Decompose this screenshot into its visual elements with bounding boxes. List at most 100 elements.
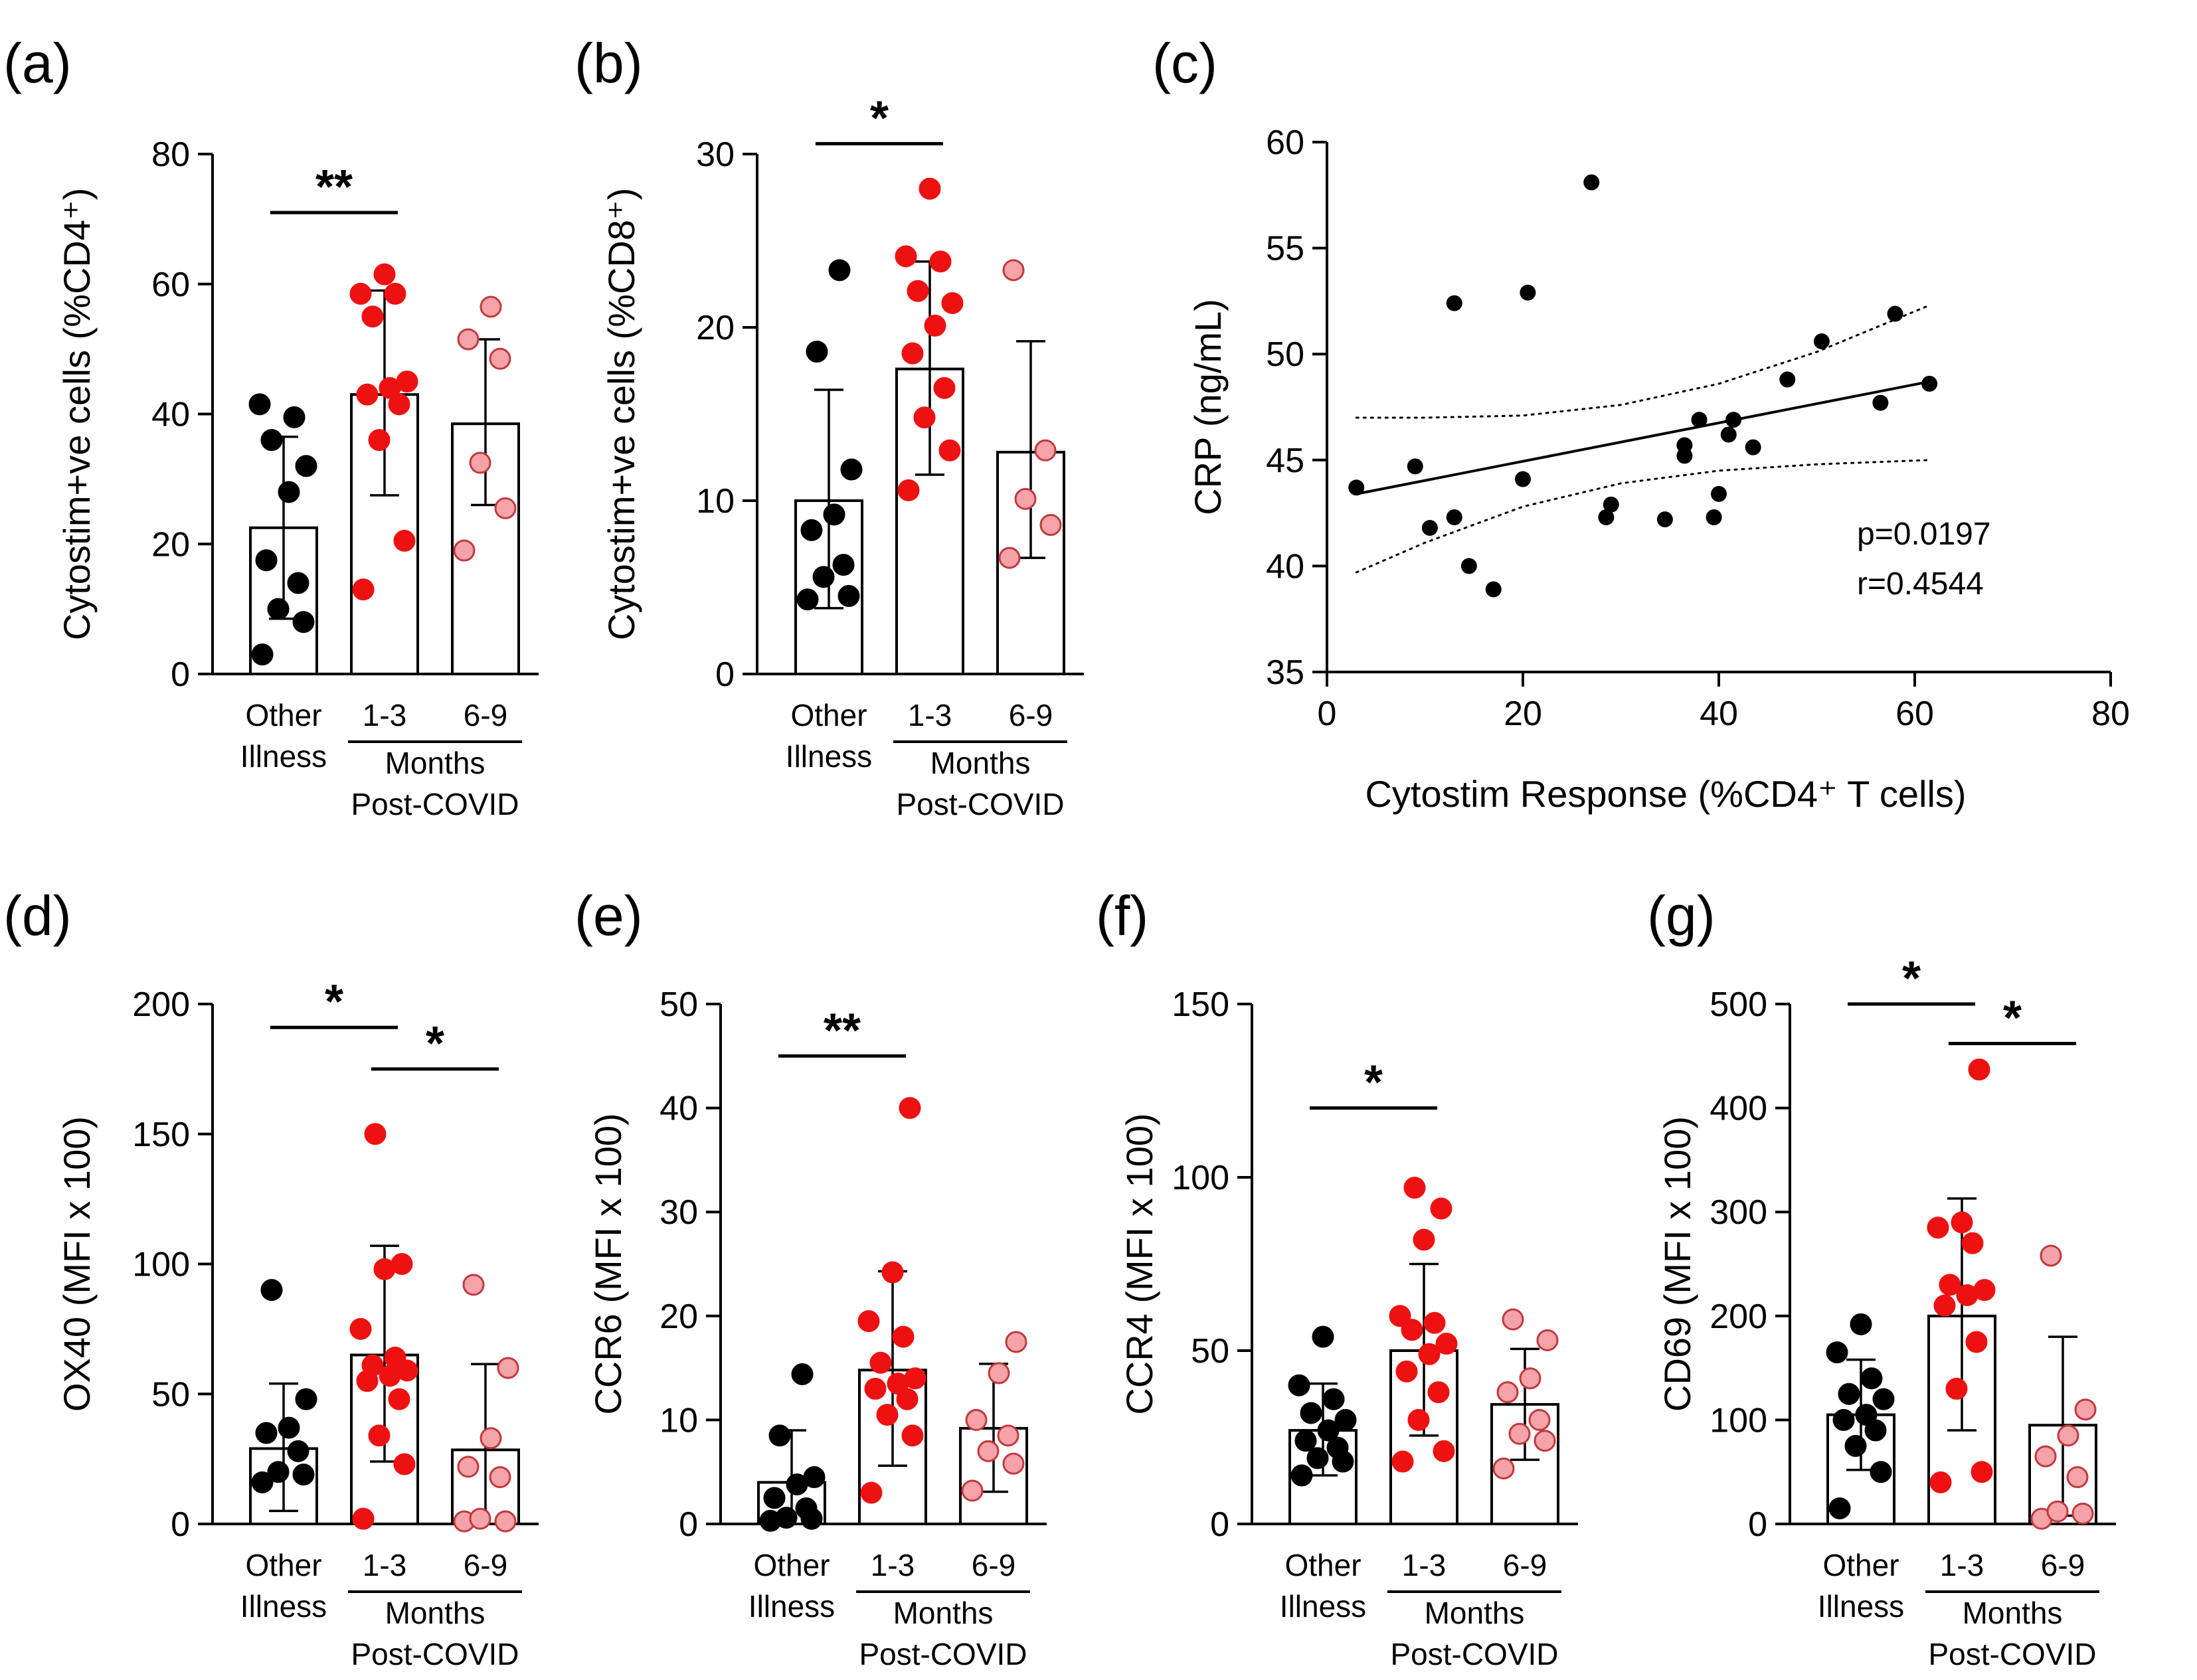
data-point xyxy=(1706,509,1722,525)
data-point xyxy=(796,588,819,611)
data-point xyxy=(1929,1471,1952,1493)
data-point xyxy=(901,342,924,365)
y-tick-label: 100 xyxy=(1172,1159,1229,1197)
data-point xyxy=(1598,509,1615,525)
data-point xyxy=(881,1261,904,1284)
data-point xyxy=(368,1424,391,1447)
data-point xyxy=(1427,1381,1450,1404)
y-tick-label: 40 xyxy=(1266,547,1304,586)
data-point xyxy=(1435,1333,1458,1355)
data-point xyxy=(897,479,920,501)
y-tick-label: 40 xyxy=(151,396,190,434)
data-point xyxy=(1838,1383,1860,1405)
category-label: 1-3 xyxy=(1940,1548,1984,1582)
data-point xyxy=(837,585,860,608)
panel-g: (g) 0 100 200 300 400 500 CD69 (MFI x 100) Other… xyxy=(1647,884,2116,1671)
data-point xyxy=(1711,485,1727,502)
y-tick-label: 400 xyxy=(1710,1090,1767,1128)
group-label: Post-COVID xyxy=(1928,1637,2096,1671)
panel-b: (b) 0 10 20 30 Cytostim+ve cells (%CD8⁺) Other… xyxy=(574,32,1084,821)
category-label: Illness xyxy=(748,1589,835,1624)
data-point xyxy=(2057,1424,2079,1447)
data-point xyxy=(248,393,271,416)
data-point xyxy=(361,305,384,328)
data-point xyxy=(1005,1331,1027,1353)
data-point xyxy=(489,347,511,370)
data-point xyxy=(489,1466,511,1489)
panel-f: (f) 0 50 100 150 CCR4 (MFI x 100) Other Illness… xyxy=(1096,884,1578,1671)
group-label: Months xyxy=(893,1596,994,1630)
data-point xyxy=(892,1325,915,1348)
data-point xyxy=(255,1422,278,1444)
data-point xyxy=(1691,412,1708,428)
data-point xyxy=(1446,509,1462,525)
data-point xyxy=(1973,1279,1996,1302)
data-point xyxy=(869,1351,892,1374)
group-label: Post-COVID xyxy=(859,1637,1027,1671)
data-point xyxy=(469,1507,491,1530)
data-point xyxy=(1460,558,1477,574)
y-tick-label: 30 xyxy=(696,135,735,174)
y-tick-label: 300 xyxy=(1710,1193,1767,1232)
y-tick-label: 150 xyxy=(1172,985,1229,1024)
panel-label: (g) xyxy=(1647,884,1715,947)
data-point xyxy=(1421,519,1438,536)
data-point xyxy=(1844,1435,1867,1458)
data-point xyxy=(997,1424,1019,1447)
data-point xyxy=(941,292,964,314)
data-point xyxy=(806,341,828,363)
x-tick-label: 60 xyxy=(1895,695,1934,733)
data-point xyxy=(388,393,410,416)
data-point xyxy=(292,611,315,633)
category-label: 1-3 xyxy=(871,1548,915,1582)
y-tick-label: 20 xyxy=(659,1298,698,1336)
group-label: Months xyxy=(385,1596,485,1630)
data-point xyxy=(1971,1461,1993,1483)
data-point xyxy=(795,1497,818,1520)
data-point xyxy=(913,406,936,429)
category-label: Illness xyxy=(1280,1589,1366,1624)
data-point xyxy=(283,406,306,428)
y-tick-label: 55 xyxy=(1266,230,1304,268)
data-point xyxy=(260,429,283,452)
data-point xyxy=(396,371,418,393)
category-label: Other xyxy=(790,698,867,732)
category-label: 6-9 xyxy=(1503,1548,1547,1582)
y-tick-label: 60 xyxy=(1266,124,1304,162)
data-point xyxy=(1528,1408,1551,1431)
data-point xyxy=(901,1424,924,1447)
y-tick-label: 30 xyxy=(659,1193,698,1232)
regression-line xyxy=(1356,380,1930,495)
data-point xyxy=(287,1440,309,1462)
data-point xyxy=(364,1123,387,1145)
significance-marker: * xyxy=(1902,952,1921,1005)
data-point xyxy=(1446,295,1462,311)
data-point xyxy=(1870,1461,1892,1483)
data-point xyxy=(857,1310,880,1333)
data-point xyxy=(1933,1294,1956,1317)
r-value: r=0.4544 xyxy=(1857,566,1984,602)
data-point xyxy=(1502,1308,1524,1331)
category-label: 1-3 xyxy=(908,698,952,732)
y-tick-label: 50 xyxy=(1191,1332,1229,1371)
category-label: Other xyxy=(245,698,321,732)
y-tick-label: 80 xyxy=(151,135,190,174)
significance-marker: ** xyxy=(824,1004,861,1057)
data-point xyxy=(393,1453,416,1475)
panel-d: (d) 0 50 100 150 200 OX40 (MFI x 100) Other Illn… xyxy=(3,884,539,1671)
data-point xyxy=(800,519,823,541)
panel-c: (c) 35 40 45 50 55 60 0 20 40 60 80 CRP (ng/mL) Cytos… xyxy=(1152,32,2130,815)
data-point xyxy=(462,1274,485,1296)
data-point xyxy=(2046,1500,2069,1523)
data-point xyxy=(1423,1311,1446,1334)
category-label: Other xyxy=(1284,1548,1361,1582)
x-axis-label: Cytostim Response (%CD4⁺ T cells) xyxy=(1365,773,1966,815)
data-point xyxy=(494,497,517,519)
data-point xyxy=(457,328,480,351)
data-point xyxy=(1306,1447,1329,1470)
data-point xyxy=(840,458,863,481)
data-point xyxy=(1965,1331,1988,1353)
y-tick-label: 0 xyxy=(1210,1505,1229,1544)
ci-lower xyxy=(1355,459,1931,574)
